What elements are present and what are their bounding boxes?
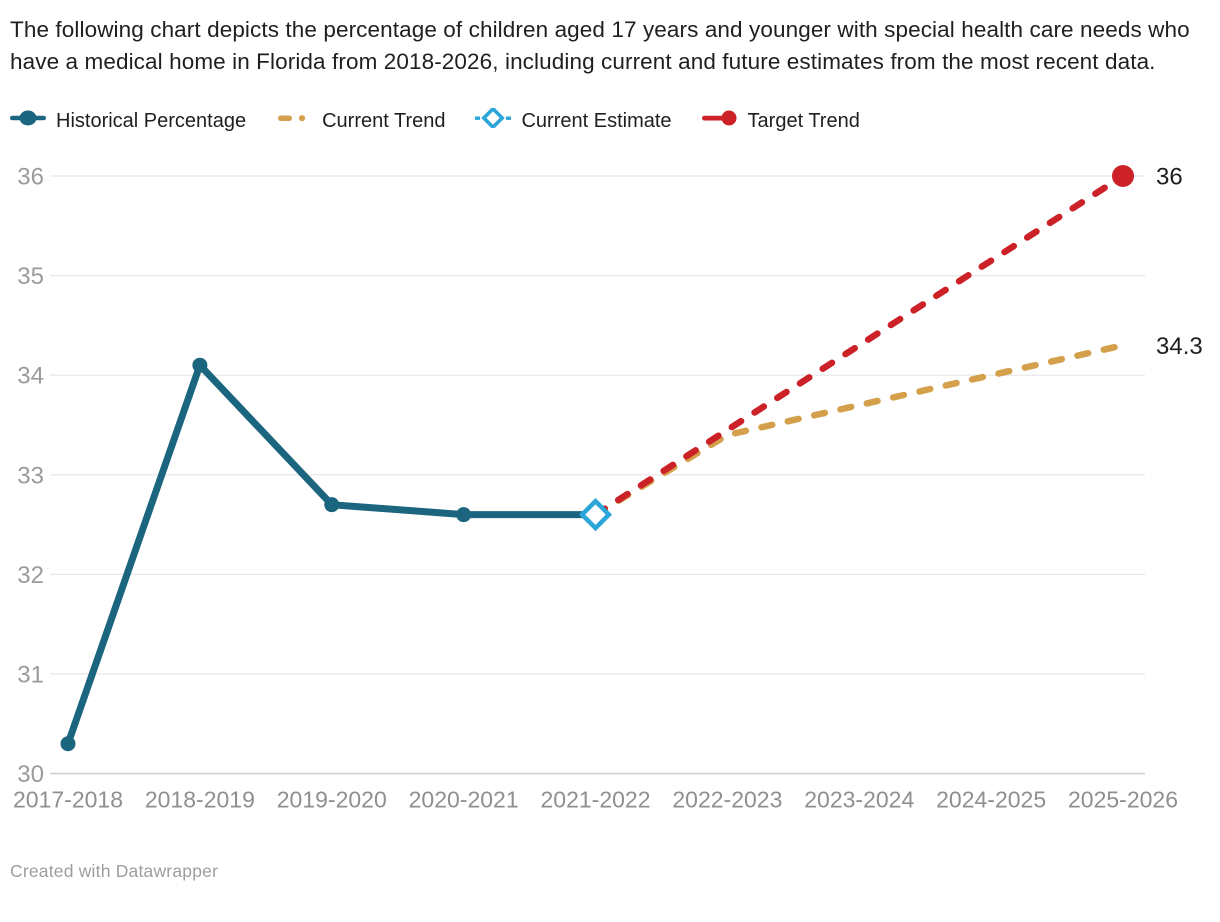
x-tick-label: 2018-2019 <box>145 787 255 813</box>
line-dot-end-icon <box>701 108 740 134</box>
x-tick-label: 2023-2024 <box>804 787 914 813</box>
x-tick-label: 2020-2021 <box>409 787 519 813</box>
end-value-label-current-trend: 34.3 <box>1156 333 1203 360</box>
legend-item-historical-percentage: Historical Percentage <box>10 108 246 134</box>
y-tick-label: 35 <box>17 263 44 290</box>
legend-label: Current Trend <box>322 109 446 132</box>
data-point-historical-percentage[interactable] <box>192 357 208 373</box>
x-tick-label: 2025-2026 <box>1068 787 1178 813</box>
legend-label: Current Estimate <box>521 109 672 132</box>
series-line-historical-percentage[interactable] <box>64 361 599 748</box>
y-tick-label: 31 <box>17 662 44 689</box>
legend-item-target-trend: Target Trend <box>701 108 860 134</box>
data-point-historical-percentage[interactable] <box>60 736 76 752</box>
y-tick-label: 33 <box>17 462 44 489</box>
diamond-icon <box>475 106 513 134</box>
x-tick-label: 2017-2018 <box>13 787 123 813</box>
x-tick-label: 2021-2022 <box>541 787 651 813</box>
end-value-label-target-trend: 36 <box>1156 164 1183 191</box>
series-line-current-trend[interactable] <box>592 342 1127 518</box>
y-tick-label: 30 <box>17 761 44 788</box>
line-dot-icon <box>10 108 48 134</box>
y-tick-label: 36 <box>17 164 44 191</box>
x-tick-label: 2024-2025 <box>936 787 1046 813</box>
y-tick-label: 34 <box>17 363 44 390</box>
legend-item-current-trend: Current Trend <box>276 108 445 134</box>
x-tick-label: 2022-2023 <box>672 787 782 813</box>
chart-legend: Historical Percentage Current Trend Curren… <box>10 106 1210 134</box>
x-tick-label: 2019-2020 <box>277 787 387 813</box>
end-point-target-trend[interactable] <box>1112 165 1134 187</box>
chart-title: The following chart depicts the percenta… <box>10 17 1190 74</box>
legend-item-current-estimate: Current Estimate <box>475 106 672 134</box>
datawrapper-credit: Created with Datawrapper <box>10 861 219 881</box>
series-line-target-trend[interactable] <box>592 172 1127 518</box>
legend-label: Target Trend <box>747 109 860 132</box>
data-point-historical-percentage[interactable] <box>456 507 472 523</box>
y-tick-label: 32 <box>17 562 44 589</box>
current-estimate-diamond[interactable] <box>578 498 613 532</box>
dash-dot-icon <box>276 108 314 134</box>
chart-area: 36 35 34 33 32 31 30 2017-2018 2018-2019 2019-202… <box>0 154 1220 827</box>
legend-label: Historical Percentage <box>56 109 247 132</box>
data-point-historical-percentage[interactable] <box>324 497 340 513</box>
